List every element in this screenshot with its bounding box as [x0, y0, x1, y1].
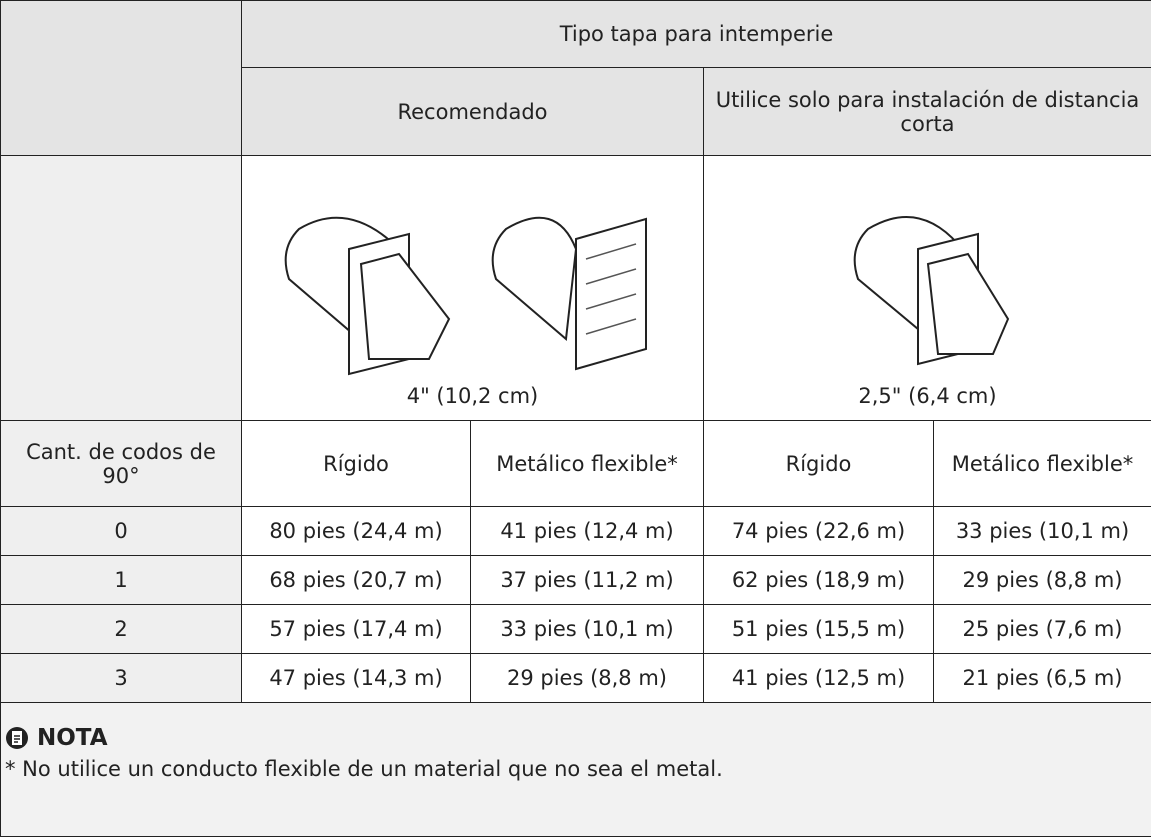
- elbow-count: 1: [1, 556, 242, 605]
- elbow-count: 3: [1, 654, 242, 703]
- short-header: Utilice solo para instalación de distanc…: [704, 68, 1151, 156]
- hood-vent-icon: [269, 189, 469, 379]
- max-length: 80 pies (24,4 m): [242, 507, 471, 556]
- max-length: 68 pies (20,7 m): [242, 556, 471, 605]
- max-length: 33 pies (10,1 m): [471, 605, 704, 654]
- max-length: 25 pies (7,6 m): [934, 605, 1151, 654]
- size-label: 2,5" (6,4 cm): [710, 384, 1145, 408]
- max-length: 57 pies (17,4 m): [242, 605, 471, 654]
- max-length: 74 pies (22,6 m): [704, 507, 934, 556]
- max-length: 29 pies (8,8 m): [934, 556, 1151, 605]
- max-length: 41 pies (12,5 m): [704, 654, 934, 703]
- recommended-header: Recomendado: [242, 68, 704, 156]
- column-header: Metálico flexible*: [471, 421, 704, 507]
- column-header: Rígido: [242, 421, 471, 507]
- max-length: 29 pies (8,8 m): [471, 654, 704, 703]
- column-header: Metálico flexible*: [934, 421, 1151, 507]
- elbow-count: 0: [1, 507, 242, 556]
- max-length: 21 pies (6,5 m): [934, 654, 1151, 703]
- note-cell: NOTA * No utilice un conducto flexible d…: [1, 703, 1151, 837]
- max-length: 51 pies (15,5 m): [704, 605, 934, 654]
- max-length: 41 pies (12,4 m): [471, 507, 704, 556]
- note-icon: [5, 726, 29, 750]
- image-cell: 2,5" (6,4 cm): [704, 156, 1151, 421]
- empty-cell: [1, 156, 242, 421]
- note-text: * No utilice un conducto flexible de un …: [5, 757, 1147, 781]
- column-header: Rígido: [704, 421, 934, 507]
- size-label: 4" (10,2 cm): [248, 384, 697, 408]
- max-length: 37 pies (11,2 m): [471, 556, 704, 605]
- elbow-count: 2: [1, 605, 242, 654]
- column-header: Cant. de codos de 90°: [1, 421, 242, 507]
- max-length: 62 pies (18,9 m): [704, 556, 934, 605]
- max-length: 33 pies (10,1 m): [934, 507, 1151, 556]
- note-title: NOTA: [5, 725, 1147, 751]
- image-cell: 4" (10,2 cm): [242, 156, 704, 421]
- louver-vent-icon: [476, 189, 676, 379]
- note-title-text: NOTA: [37, 725, 108, 751]
- hood-vent-icon: [828, 189, 1028, 379]
- group-header: Tipo tapa para intemperie: [242, 1, 1151, 68]
- max-length: 47 pies (14,3 m): [242, 654, 471, 703]
- empty-header: [1, 1, 242, 156]
